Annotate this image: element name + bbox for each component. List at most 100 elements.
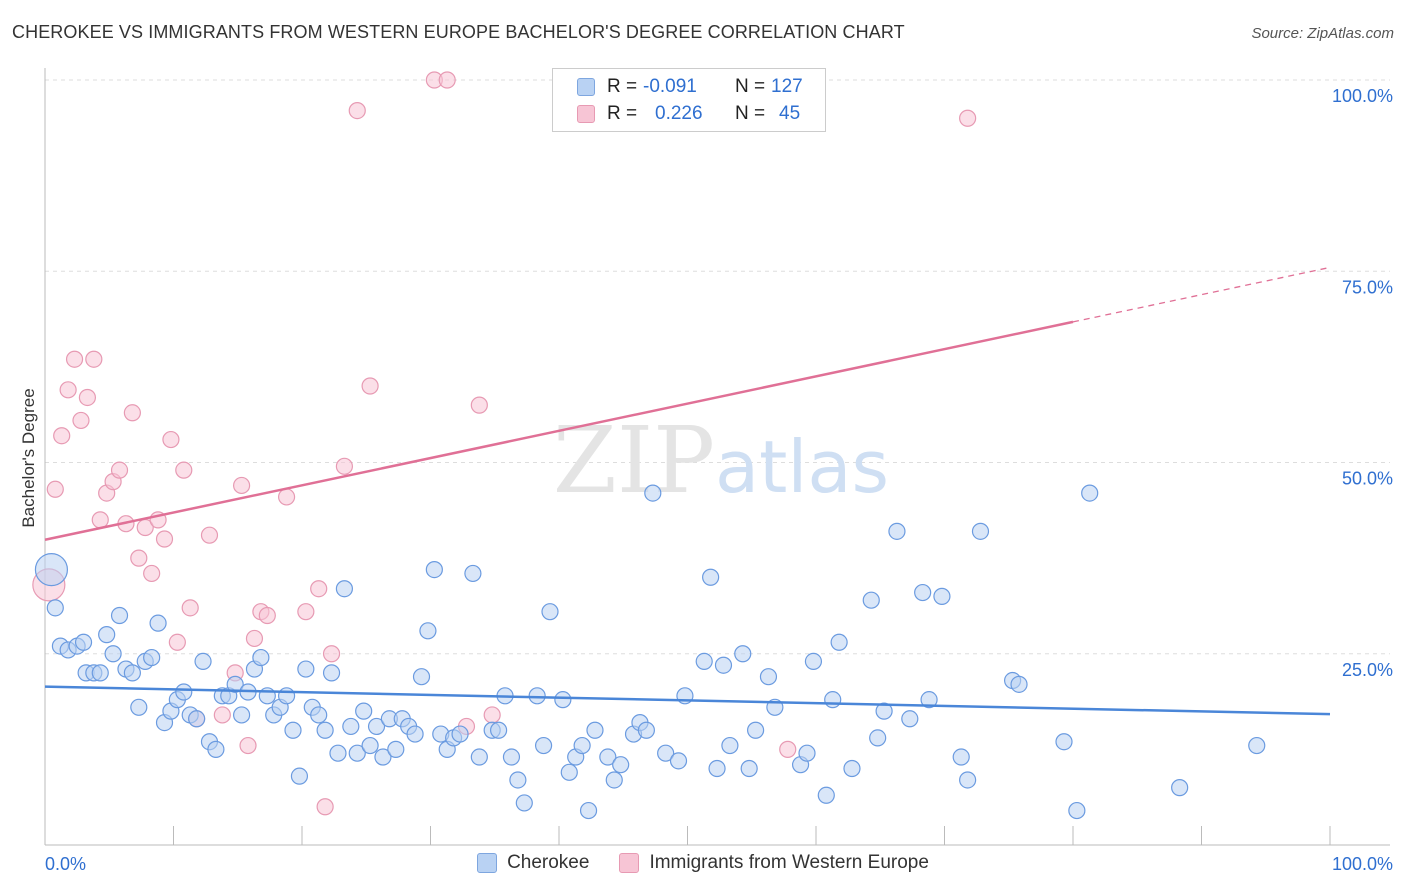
trend-line-dashed — [1072, 266, 1331, 323]
data-point — [579, 801, 598, 820]
trend-lines — [44, 266, 1331, 716]
data-point — [830, 633, 848, 651]
data-point — [46, 480, 64, 498]
data-point — [98, 626, 116, 644]
data-point — [875, 702, 893, 720]
data-point — [451, 725, 469, 743]
data-point — [143, 648, 161, 667]
data-point — [110, 606, 129, 625]
data-point — [297, 603, 315, 621]
data-point — [149, 614, 167, 632]
legend-row-immigrants: R = 0.226 N = 45 — [577, 102, 811, 126]
data-point — [933, 587, 951, 605]
data-point — [387, 740, 405, 758]
data-point — [335, 457, 354, 475]
data-point — [869, 729, 887, 747]
data-point — [181, 599, 199, 617]
data-point — [586, 721, 604, 739]
data-point — [470, 396, 488, 414]
data-point — [168, 633, 186, 651]
data-point — [316, 721, 334, 739]
data-point — [213, 706, 231, 724]
data-point — [560, 763, 578, 781]
data-point — [155, 530, 174, 548]
data-point — [1171, 779, 1189, 797]
data-point — [740, 759, 758, 778]
data-point — [1010, 675, 1028, 693]
data-point — [65, 350, 84, 368]
data-point — [824, 691, 842, 709]
data-point — [72, 411, 90, 430]
y-tick-label: 25.0% — [1342, 660, 1393, 680]
data-point — [502, 748, 521, 766]
data-point — [804, 652, 823, 671]
data-point — [342, 717, 360, 736]
data-point — [322, 664, 341, 682]
data-point — [779, 740, 797, 758]
data-point — [798, 744, 816, 762]
data-point — [920, 691, 938, 709]
data-point — [438, 71, 456, 89]
data-point — [637, 721, 655, 739]
data-point — [329, 744, 347, 762]
data-point — [901, 710, 919, 728]
data-point — [888, 522, 906, 540]
data-point — [425, 560, 443, 579]
data-point — [233, 706, 251, 724]
series-legend: Cherokee Immigrants from Western Europe — [0, 852, 1406, 874]
data-point — [316, 798, 334, 816]
legend-label-cherokee: Cherokee — [507, 852, 590, 873]
legend-label-immigrants: Immigrants from Western Europe — [649, 852, 929, 873]
data-point — [297, 660, 315, 678]
data-point — [464, 564, 482, 583]
data-point — [599, 748, 617, 766]
trend-line-solid — [44, 685, 1331, 716]
data-point — [175, 461, 193, 479]
data-point — [110, 461, 129, 479]
data-point — [361, 736, 379, 755]
x-tick-label: 0.0% — [45, 854, 86, 874]
data-point — [143, 564, 161, 583]
legend-item-cherokee: Cherokee — [477, 852, 589, 874]
legend-n-label: N = — [735, 103, 766, 124]
data-point — [290, 767, 309, 785]
legend-r-label: R = — [607, 103, 638, 124]
tick-labels: 25.0% 50.0% 75.0% 100.0% 0.0% 100.0% — [45, 86, 1393, 874]
data-point — [862, 591, 880, 609]
source-label: Source: ZipAtlas.com — [1251, 25, 1394, 42]
data-point — [310, 706, 328, 724]
watermark-zip: ZIP — [553, 407, 715, 514]
data-point — [91, 511, 109, 529]
y-tick-label: 50.0% — [1342, 469, 1393, 489]
data-point — [361, 377, 379, 395]
data-point — [534, 736, 553, 755]
data-point — [695, 652, 713, 671]
legend-item-immigrants: Immigrants from Western Europe — [619, 852, 929, 874]
data-point — [406, 725, 424, 743]
data-point — [374, 748, 392, 766]
data-point — [959, 109, 977, 127]
data-point — [175, 683, 193, 701]
legend-swatch-blue — [477, 853, 498, 873]
data-point — [277, 488, 296, 506]
data-point — [959, 771, 977, 789]
data-point — [348, 744, 366, 762]
y-axis-label: Bachelor's Degree — [19, 388, 38, 527]
data-point — [200, 526, 219, 544]
legend-row-cherokee: R = -0.091 N = 127 — [577, 75, 811, 99]
data-point — [284, 721, 302, 739]
legend-r-value: -0.091 — [643, 76, 697, 97]
data-point — [702, 568, 720, 586]
legend-swatch-pink — [619, 853, 640, 873]
data-point — [612, 756, 630, 774]
data-point — [644, 484, 662, 502]
data-point — [669, 752, 688, 770]
data-point — [708, 759, 726, 778]
data-point — [817, 786, 835, 804]
data-point — [952, 748, 970, 766]
data-point — [130, 698, 148, 716]
data-point — [194, 652, 212, 671]
data-point — [130, 549, 148, 567]
data-point — [470, 748, 488, 766]
